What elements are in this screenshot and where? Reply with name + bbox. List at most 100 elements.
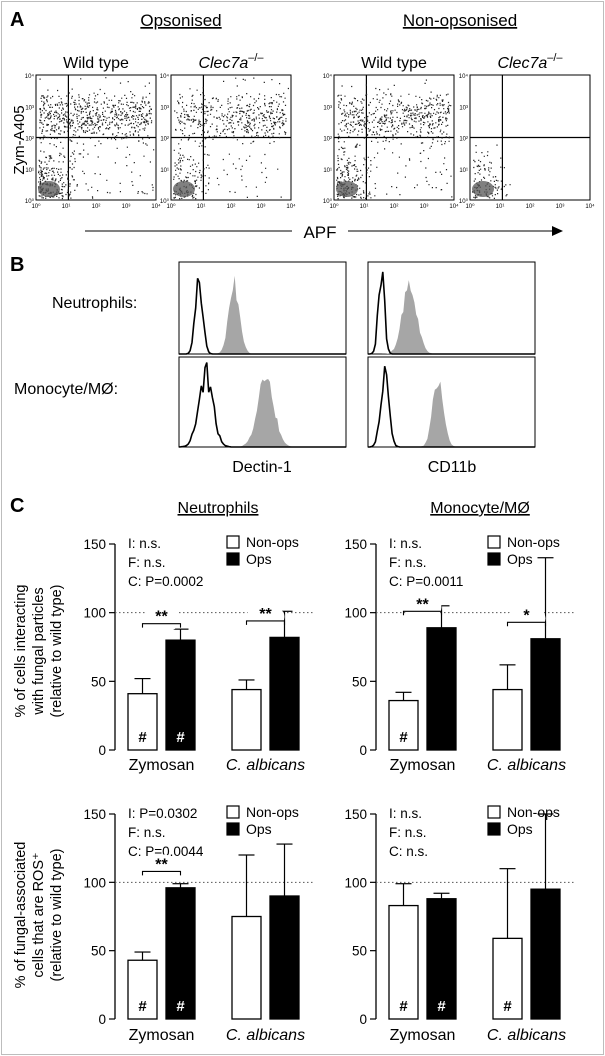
legend-swatch — [226, 805, 240, 819]
stats-text: I: n.s. — [389, 806, 422, 821]
histogram-frame — [367, 356, 536, 448]
row-label-monocyte: Monocyte/MØ: — [14, 381, 118, 398]
legend-label: Ops — [507, 821, 533, 837]
bar-chart: 0 50 100 150 I: n.s. F: n.s. C: P=0.0011 Non-op… — [344, 534, 576, 774]
x-tick-label: 10¹ — [360, 204, 369, 210]
y-axis-label: (relative to wild type) — [49, 585, 65, 718]
x-tick-label: 10² — [227, 204, 236, 210]
bar — [165, 887, 196, 1020]
x-tick-label: 10² — [390, 204, 399, 210]
bar-chart: 0 50 100 150 I: n.s. F: n.s. C: P=0.0002 Non-op… — [83, 534, 315, 774]
comparison-bracket — [141, 623, 182, 628]
dot-plot-title: Wild type — [63, 55, 129, 72]
stained-histogram — [368, 280, 535, 354]
y-tick-label: 10⁴ — [160, 73, 170, 80]
bar — [231, 688, 262, 751]
comparison-label: ** — [155, 609, 168, 626]
stats-text: C: P=0.0011 — [389, 574, 463, 589]
y-tick-label: 0 — [359, 743, 367, 758]
event-cluster — [472, 181, 494, 197]
y-tick-label: 0 — [98, 1012, 106, 1027]
y-axis-label: with fungal particles — [31, 587, 47, 715]
isotype-histogram — [178, 362, 346, 448]
y-tick-label: 10¹ — [25, 168, 34, 174]
y-tick-label: 10² — [323, 137, 332, 143]
bar — [492, 688, 523, 751]
dot-plot-title: Clec7a–/– — [198, 52, 264, 72]
category-label: Zymosan — [390, 1027, 456, 1044]
stats-text: F: n.s. — [389, 555, 427, 570]
significance-mark: # — [138, 729, 147, 746]
chart-title: Monocyte/MØ — [430, 500, 530, 517]
significance-mark: # — [399, 998, 408, 1015]
category-label: C. albicans — [226, 1027, 305, 1044]
legend-swatch — [226, 822, 240, 836]
x-tick-label: 10⁴ — [151, 203, 161, 210]
significance-mark: # — [176, 729, 185, 746]
bar — [388, 904, 419, 1020]
bracket-bg — [403, 594, 442, 621]
event-cluster — [336, 181, 358, 197]
legend-label: Ops — [246, 821, 272, 837]
stats-text: F: n.s. — [389, 825, 427, 840]
significance-mark: # — [437, 998, 446, 1015]
dot-plot-title: Wild type — [361, 55, 427, 72]
row-label-neutrophils: Neutrophils: — [52, 295, 137, 312]
bar — [165, 639, 196, 751]
x-tick-label: 10² — [526, 204, 535, 210]
y-tick-label: 10⁴ — [25, 73, 35, 80]
comparison-label: * — [523, 607, 530, 624]
legend-label: Non-ops — [246, 804, 299, 820]
legend-swatch — [487, 805, 501, 819]
y-tick-label: 10¹ — [323, 168, 332, 174]
y-axis-label: cells that are ROS⁺ — [31, 852, 47, 977]
panel-b: B Neutrophils: Monocyte/MØ: Dectin-1 CD11b — [10, 254, 536, 476]
isotype-histogram — [367, 366, 535, 448]
y-tick-label: 50 — [91, 944, 106, 959]
stats-text: I: n.s. — [128, 536, 161, 551]
bracket-bg — [142, 854, 181, 881]
y-tick-label: 150 — [344, 537, 367, 552]
x-tick-label: 10⁴ — [286, 203, 296, 210]
y-tick-label: 10⁴ — [459, 73, 469, 80]
comparison-bracket — [245, 620, 286, 625]
panel-letter: C — [10, 495, 24, 517]
x-tick-label: 10³ — [122, 204, 131, 210]
bracket-bg — [507, 605, 546, 632]
legend-label: Non-ops — [246, 534, 299, 550]
y-axis-label: % of fungal-associated — [13, 842, 29, 989]
stats-text: C: n.s. — [389, 844, 428, 859]
legend-label: Ops — [507, 551, 533, 567]
x-label-dectin-1: Dectin-1 — [232, 459, 292, 476]
bar — [426, 627, 457, 751]
x-tick-label: 10¹ — [496, 204, 505, 210]
category-label: Zymosan — [129, 1027, 195, 1044]
bar — [231, 915, 262, 1020]
y-tick-label: 10¹ — [160, 168, 169, 174]
y-tick-label: 150 — [83, 537, 106, 552]
y-tick-label: 10⁰ — [323, 198, 333, 205]
histogram-frame — [367, 261, 536, 355]
isotype-histogram — [179, 277, 346, 355]
stats-text: I: n.s. — [389, 536, 422, 551]
legend-swatch — [487, 822, 501, 836]
x-tick-label: 10³ — [257, 204, 266, 210]
panel-letter: B — [10, 254, 24, 276]
y-tick-label: 50 — [91, 674, 106, 689]
comparison-label: ** — [416, 596, 429, 613]
comparison-bracket — [506, 621, 547, 627]
significance-mark: # — [399, 729, 408, 746]
y-tick-label: 50 — [352, 944, 367, 959]
legend-swatch — [226, 552, 240, 566]
y-axis-label: % of cells interacting — [13, 585, 29, 718]
y-tick-label: 10³ — [25, 105, 34, 111]
event-dots — [472, 144, 511, 199]
x-axis-label: APF — [303, 223, 336, 242]
x-tick-label: 10¹ — [62, 204, 71, 210]
bar — [530, 638, 561, 751]
bar-chart: 0 50 100 150 I: n.s. F: n.s. C: n.s. Non-opsOps… — [344, 804, 576, 1044]
comparison-label: ** — [155, 856, 168, 873]
y-tick-label: 150 — [83, 807, 106, 822]
y-tick-label: 10⁰ — [459, 198, 469, 205]
